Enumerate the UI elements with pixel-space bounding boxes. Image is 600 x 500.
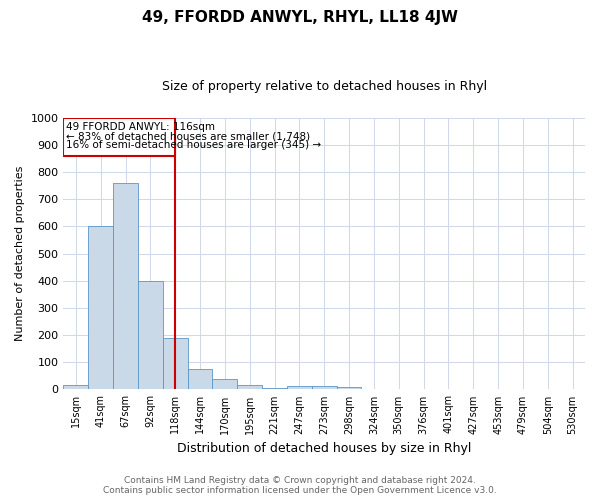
Bar [212,379,237,390]
Text: ← 83% of detached houses are smaller (1,748): ← 83% of detached houses are smaller (1,… [66,132,310,141]
Y-axis label: Number of detached properties: Number of detached properties [15,166,25,342]
Bar [113,183,138,390]
Bar [287,386,312,390]
Bar [88,226,113,390]
Text: 49 FFORDD ANWYL: 116sqm: 49 FFORDD ANWYL: 116sqm [66,122,215,132]
Bar [64,386,88,390]
Text: Contains HM Land Registry data © Crown copyright and database right 2024.
Contai: Contains HM Land Registry data © Crown c… [103,476,497,495]
Bar [188,369,212,390]
Text: 49, FFORDD ANWYL, RHYL, LL18 4JW: 49, FFORDD ANWYL, RHYL, LL18 4JW [142,10,458,25]
Text: 16% of semi-detached houses are larger (345) →: 16% of semi-detached houses are larger (… [66,140,321,150]
Bar [262,388,287,390]
Bar [138,281,163,390]
Bar [312,386,337,390]
Bar [163,338,188,390]
Title: Size of property relative to detached houses in Rhyl: Size of property relative to detached ho… [161,80,487,93]
Bar [337,388,361,390]
Bar [237,384,262,390]
X-axis label: Distribution of detached houses by size in Rhyl: Distribution of detached houses by size … [177,442,472,455]
Bar [64,118,175,156]
